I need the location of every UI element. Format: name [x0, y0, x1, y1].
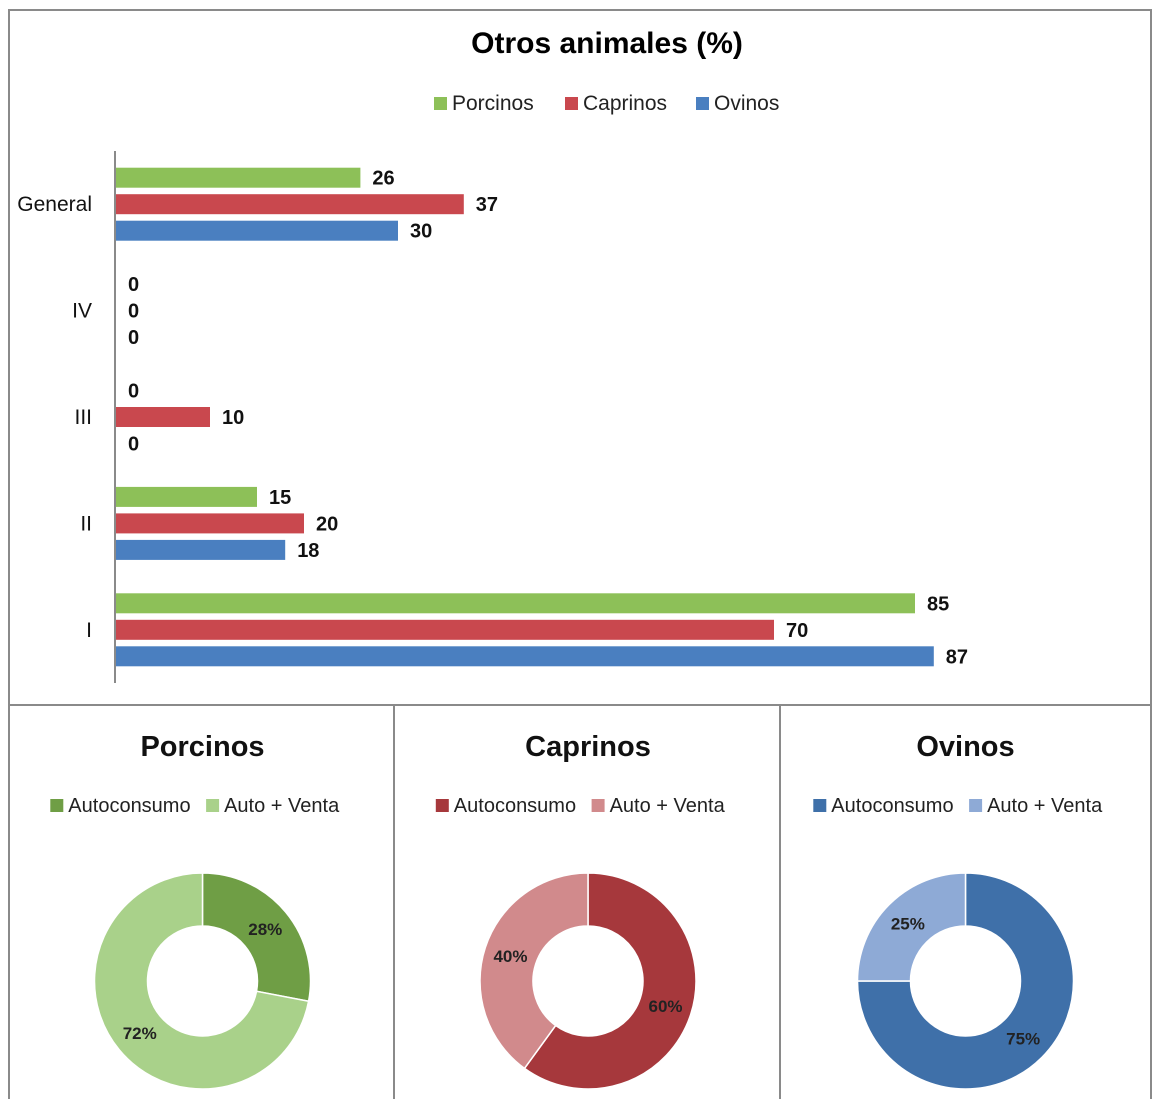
bar-porcinos-i — [116, 593, 915, 614]
donut-porcinos-legend-swatch-auto-venta — [206, 799, 220, 812]
category-label-i: I — [86, 619, 92, 642]
legend-label-porcinos: Porcinos — [452, 92, 534, 115]
data-label-porcinos-iii: 0 — [128, 381, 139, 403]
donut-ovinos-legend-swatch-autoconsumo — [813, 799, 827, 812]
donut-porcinos-slice-autoconsumo — [201, 872, 312, 1003]
bar-porcinos-ii — [116, 486, 257, 507]
legend-swatch-porcinos — [434, 97, 447, 110]
donut-porcinos-slice-auto-venta — [93, 872, 310, 1090]
donut-panel-caprinos: Caprinos Autoconsumo Auto + Venta 60% 40% — [393, 704, 781, 1099]
donut-caprinos-value-label-autoconsumo: 60% — [648, 997, 682, 1016]
legend-swatch-caprinos — [565, 97, 578, 110]
data-label-ovinos-i: 87 — [946, 646, 968, 668]
donut-caprinos-slice-autoconsumo — [523, 872, 697, 1090]
donut-ovinos-legend: Autoconsumo Auto + Venta — [813, 795, 1103, 817]
bar-ovinos-ii — [116, 539, 286, 560]
legend-swatch-ovinos — [696, 97, 709, 110]
donut-ovinos-legend-label-autoconsumo: Autoconsumo — [831, 795, 953, 817]
donut-caprinos-legend-swatch-auto-venta — [591, 799, 605, 812]
data-label-caprinos-ii: 20 — [316, 513, 338, 535]
data-label-ovinos-iii: 0 — [128, 434, 139, 456]
donut-caprinos-legend-swatch-autoconsumo — [435, 799, 449, 812]
donut-caprinos-legend-label-auto-venta: Auto + Venta — [610, 795, 726, 817]
donut-chart-caprinos: Caprinos Autoconsumo Auto + Venta 60% 40% — [435, 731, 726, 1090]
bar-caprinos-ii — [116, 513, 304, 534]
bar-porcinos-general — [116, 167, 361, 188]
bar-caprinos-iii — [116, 407, 210, 427]
donut-porcinos-value-label-autoconsumo: 28% — [248, 920, 282, 939]
donut-panel-porcinos: Porcinos Autoconsumo Auto + Venta 28% 72% — [8, 704, 395, 1099]
donut-ovinos-legend-label-auto-venta: Auto + Venta — [987, 795, 1103, 817]
data-label-porcinos-general: 26 — [372, 168, 394, 190]
donut-ovinos-value-label-autoconsumo: 75% — [1006, 1030, 1040, 1049]
donut-porcinos-legend: Autoconsumo Auto + Venta — [50, 795, 340, 817]
bar-ovinos-i — [116, 646, 934, 667]
donut-caprinos-slice-auto-venta — [479, 872, 589, 1070]
donut-caprinos-legend: Autoconsumo Auto + Venta — [435, 795, 726, 817]
bar-caprinos-i — [116, 619, 774, 640]
donut-ovinos-value-label-auto-venta: 25% — [891, 914, 925, 933]
data-label-ovinos-iv: 0 — [128, 327, 139, 349]
donut-ovinos-slice-autoconsumo — [856, 872, 1075, 1090]
bar-chart: Otros animales (%) Porcinos Caprinos Ovino… — [17, 27, 968, 683]
category-label-iv: IV — [72, 300, 92, 323]
donut-ovinos-slice-auto-venta — [856, 872, 967, 982]
category-label-iii: III — [74, 406, 92, 429]
donut-ovinos-legend-swatch-auto-venta — [969, 799, 983, 812]
bar-chart-title: Otros animales (%) — [471, 27, 743, 60]
donut-porcinos-legend-swatch-autoconsumo — [50, 799, 64, 812]
donut-panel-ovinos: Ovinos Autoconsumo Auto + Venta 75% 25% — [779, 704, 1152, 1099]
data-label-ovinos-general: 30 — [410, 221, 432, 243]
data-label-caprinos-general: 37 — [476, 194, 498, 216]
data-label-caprinos-i: 70 — [786, 620, 808, 642]
category-label-general: General — [17, 193, 92, 216]
donut-caprinos-title: Caprinos — [525, 731, 651, 763]
bar-chart-panel: Otros animales (%) Porcinos Caprinos Ovino… — [8, 9, 1152, 706]
donut-chart-porcinos: Porcinos Autoconsumo Auto + Venta 28% 72% — [50, 731, 340, 1090]
data-label-caprinos-iii: 10 — [222, 407, 244, 429]
donut-caprinos-legend-label-autoconsumo: Autoconsumo — [454, 795, 576, 817]
donut-ovinos-title: Ovinos — [916, 731, 1014, 763]
data-label-porcinos-ii: 15 — [269, 487, 291, 509]
bar-caprinos-general — [116, 194, 464, 215]
data-label-caprinos-iv: 0 — [128, 301, 139, 323]
donut-caprinos-value-label-auto-venta: 40% — [493, 947, 527, 966]
donut-porcinos-legend-label-auto-venta: Auto + Venta — [224, 795, 340, 817]
donut-porcinos-value-label-auto-venta: 72% — [123, 1024, 157, 1043]
category-label-ii: II — [80, 512, 92, 535]
bar-chart-legend: Porcinos Caprinos Ovinos — [434, 92, 779, 115]
data-label-ovinos-ii: 18 — [297, 540, 319, 562]
donut-porcinos-title: Porcinos — [140, 731, 264, 763]
legend-label-caprinos: Caprinos — [583, 92, 667, 115]
donut-porcinos-legend-label-autoconsumo: Autoconsumo — [68, 795, 190, 817]
bar-marks: 26 37 30 0 0 0 0 10 0 15 20 18 85 70 87 — [116, 167, 968, 668]
donut-chart-ovinos: Ovinos Autoconsumo Auto + Venta 75% 25% — [813, 731, 1103, 1090]
bar-ovinos-general — [116, 220, 398, 241]
data-label-porcinos-iv: 0 — [128, 274, 139, 296]
donut-charts-row: Porcinos Autoconsumo Auto + Venta 28% 72% Ca… — [8, 704, 1152, 1099]
data-label-porcinos-i: 85 — [927, 593, 949, 615]
legend-label-ovinos: Ovinos — [714, 92, 779, 115]
